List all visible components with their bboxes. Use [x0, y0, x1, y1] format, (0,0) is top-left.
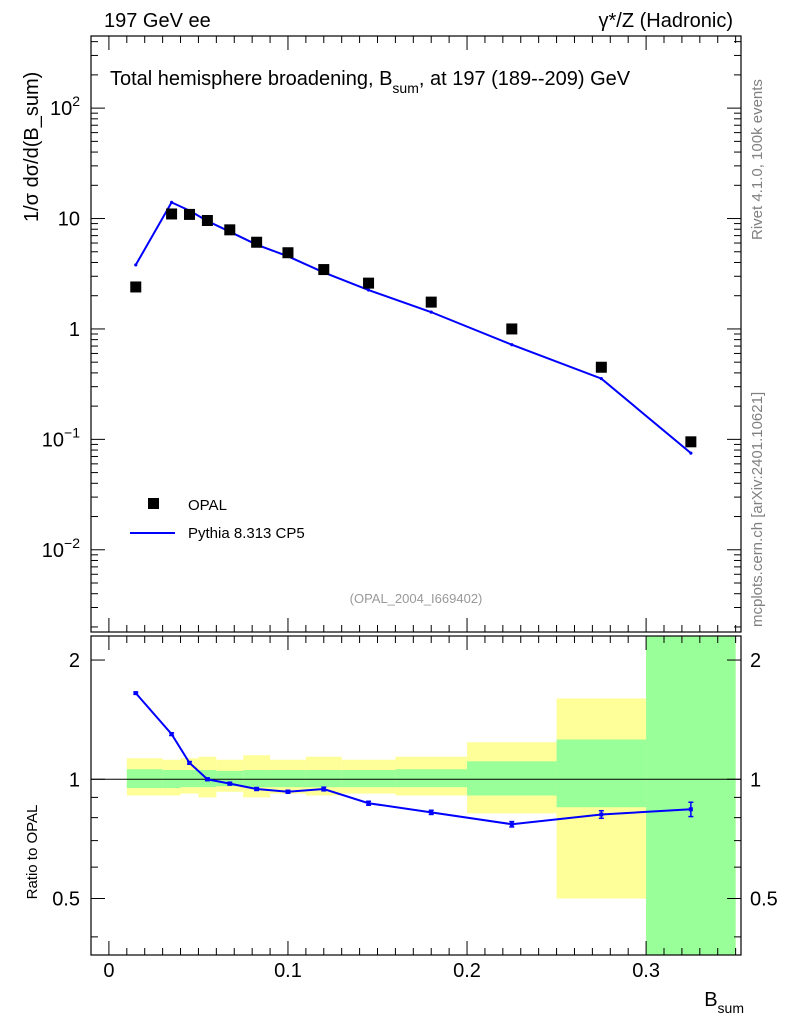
legend-marker-opal	[148, 498, 159, 509]
main-y-axis-label: 1/σ dσ/d(B_sum)	[21, 72, 43, 222]
main-panel-frame	[90, 35, 742, 633]
x-axis-label-sub: sum	[718, 1000, 744, 1016]
main-data-series	[130, 208, 697, 448]
pythia-ratio-point	[321, 786, 326, 791]
opal-data-point	[506, 323, 518, 335]
main-y-tick-label: 10−2	[42, 535, 80, 562]
main-y-tick-label-base: 10	[50, 98, 72, 120]
ratio-panel-frame	[90, 635, 742, 956]
main-y-tick-label: 10	[58, 209, 80, 231]
band-stat-bin-2	[180, 770, 199, 788]
pythia-main-line	[134, 201, 692, 454]
legend: OPAL Pythia 8.313 CP5	[130, 497, 305, 542]
ratio-y-tick-label-right: 1	[750, 769, 761, 791]
opal-data-point	[282, 247, 294, 259]
pythia-main-point	[510, 343, 514, 347]
band-stat-bin-6	[270, 770, 306, 788]
main-y-tick-label-base: 10	[42, 540, 64, 562]
ratio-y-tick-label-right: 2	[750, 650, 761, 672]
pythia-ratio-point	[254, 786, 259, 791]
band-stat-bin-12	[646, 636, 736, 955]
opal-data-point	[318, 264, 330, 276]
pythia-ratio-point	[599, 812, 604, 817]
main-y-tick-label-exponent: −1	[64, 424, 80, 440]
ratio-y-axis-label: Ratio to OPAL	[24, 805, 41, 900]
ratio-mc-series	[133, 691, 694, 828]
main-y-tick-label-base: 10	[42, 429, 64, 451]
plot-title: Total hemisphere broadening, Bsum, at 19…	[110, 68, 631, 96]
opal-data-point	[251, 236, 263, 248]
pythia-main-point	[429, 310, 433, 314]
pythia-ratio-point	[429, 810, 434, 815]
axis-ticks	[91, 36, 741, 955]
opal-data-point	[130, 281, 142, 293]
x-axis-label: Bsum	[704, 989, 744, 1016]
pythia-ratio-point	[133, 691, 138, 696]
plot-title-main: Total hemisphere broadening, B	[110, 68, 392, 90]
opal-data-point	[595, 361, 607, 373]
pythia-main-point	[134, 263, 138, 267]
x-tick-label: 0.2	[453, 960, 481, 982]
x-tick-label: 0	[103, 960, 114, 982]
opal-data-point	[183, 208, 195, 220]
pythia-main-point	[169, 200, 174, 205]
band-stat-bin-7	[305, 770, 342, 788]
band-stat-bin-0	[126, 769, 163, 789]
pythia-main-point	[689, 451, 693, 455]
opal-data-point	[363, 277, 375, 289]
x-tick-label: 0.1	[274, 960, 302, 982]
main-y-tick-label-base: 10	[58, 209, 80, 231]
pythia-main-point	[366, 288, 371, 292]
main-y-tick-label: 10−1	[42, 424, 80, 451]
pythia-ratio-point	[509, 822, 514, 827]
main-y-tick-label-exponent: 2	[72, 93, 80, 109]
band-stat-bin-8	[341, 770, 396, 788]
pythia-ratio-point	[227, 781, 232, 786]
ratio-y-tick-label-left: 2	[69, 650, 80, 672]
pythia-ratio-point	[285, 789, 290, 794]
legend-label-opal: OPAL	[188, 497, 227, 514]
rivet-version-label: Rivet 4.1.0, 100k events	[749, 79, 766, 240]
pythia-ratio-point	[688, 807, 693, 812]
main-mc-series	[134, 200, 693, 455]
pythia-ratio-point	[187, 760, 192, 765]
main-y-tick-label: 1	[69, 319, 80, 341]
x-axis-label-main: B	[704, 989, 717, 1011]
band-stat-bin-10	[467, 761, 557, 796]
ratio-y-tick-label-left: 1	[69, 769, 80, 791]
plot-title-rest: , at 197 (189--209) GeV	[419, 68, 631, 90]
x-tick-label: 0.3	[632, 960, 660, 982]
ratio-y-tick-label-left: 0.5	[52, 888, 80, 910]
band-stat-bin-9	[395, 769, 468, 788]
pythia-ratio-point	[169, 732, 174, 737]
pythia-ratio-point	[205, 777, 210, 782]
main-y-tick-label-base: 1	[69, 319, 80, 341]
band-stat-bin-11	[556, 739, 647, 808]
opal-data-point	[201, 214, 213, 226]
opal-data-point	[425, 296, 437, 308]
opal-data-point	[224, 224, 236, 236]
pythia-ratio-point	[366, 801, 371, 806]
header-right: γ*/Z (Hadronic)	[599, 10, 733, 32]
main-y-tick-label-exponent: −2	[64, 535, 80, 551]
legend-label-pythia: Pythia 8.313 CP5	[188, 525, 305, 542]
band-stat-bin-5	[243, 770, 271, 788]
ratio-uncertainty-bands	[126, 636, 736, 955]
analysis-tag: (OPAL_2004_I669402)	[350, 591, 483, 606]
plot-title-sub: sum	[392, 80, 418, 96]
opal-data-point	[166, 208, 178, 220]
pythia-main-point	[599, 377, 603, 381]
opal-data-point	[685, 436, 697, 448]
ratio-y-tick-label-right: 0.5	[750, 888, 778, 910]
mcplots-reference-label: mcplots.cern.ch [arXiv:2401.10621]	[749, 392, 766, 627]
main-y-tick-label: 102	[50, 93, 80, 120]
header-left: 197 GeV ee	[104, 10, 211, 32]
